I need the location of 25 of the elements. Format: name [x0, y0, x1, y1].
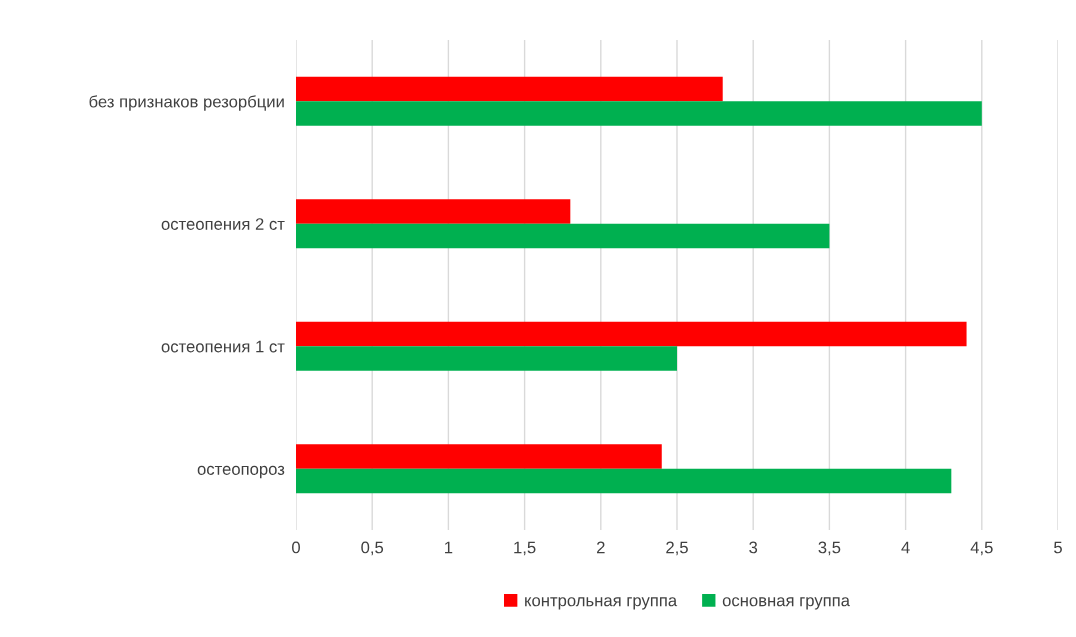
bar	[296, 223, 830, 249]
bar	[296, 444, 662, 469]
y-tick-label: остеопороз	[197, 465, 285, 479]
bar	[296, 346, 677, 371]
legend-label: контрольная группа	[525, 597, 678, 610]
y-tick-label: без признаков резорбции	[89, 95, 284, 111]
x-tick-label: 1,5	[514, 541, 536, 556]
x-tick-label: 4,5	[970, 541, 993, 556]
bar	[296, 76, 723, 102]
bar	[296, 321, 967, 347]
x-tick-label: 3,5	[818, 541, 841, 556]
x-tick-label: 1	[445, 541, 453, 554]
y-tick-label: остеопения 1 ст	[161, 340, 285, 353]
x-tick-label: 2,5	[666, 541, 688, 556]
x-tick-label: 2	[597, 541, 605, 554]
bar	[296, 101, 982, 126]
x-tick-label: 3	[749, 541, 758, 554]
x-tick-label: 0,5	[361, 541, 384, 556]
bar	[296, 468, 952, 494]
y-tick-label: остеопения 2 ст	[161, 218, 285, 230]
x-tick-label: 5	[1054, 541, 1062, 554]
bar	[296, 199, 571, 224]
x-tick-label: 0	[292, 541, 300, 554]
legend-label: основная группа	[722, 597, 850, 610]
x-tick-label: 4	[901, 541, 910, 554]
